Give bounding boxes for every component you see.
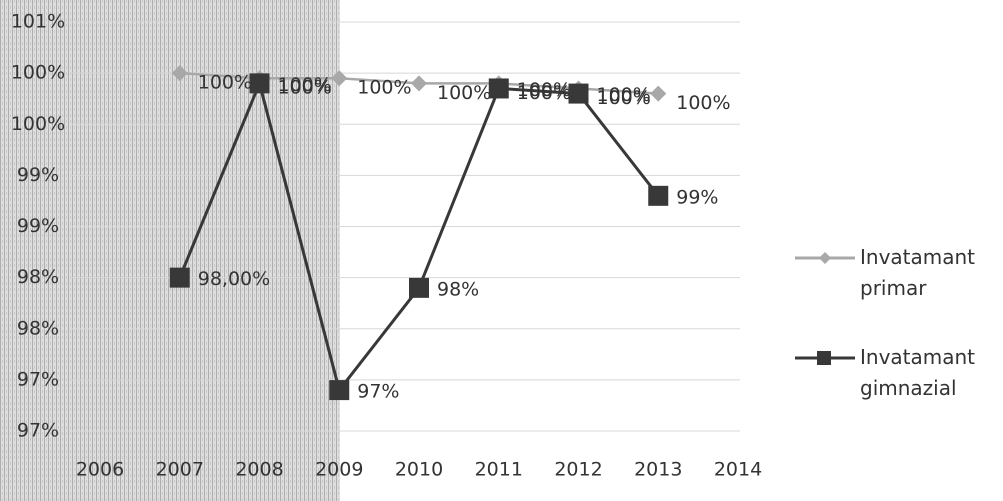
x-tick-label: 2014 xyxy=(714,459,762,481)
legend-label: Invatamant primar xyxy=(860,245,976,300)
marker xyxy=(329,380,350,401)
marker xyxy=(331,70,348,87)
y-tick-label: 100% xyxy=(11,62,65,84)
marker xyxy=(648,185,669,206)
marker xyxy=(169,267,190,288)
x-tick-label: 2013 xyxy=(634,459,682,481)
data-label: 99% xyxy=(676,186,718,208)
scan-texture xyxy=(0,0,340,501)
y-tick-label: 97% xyxy=(17,368,59,390)
data-label: 100% xyxy=(357,77,411,99)
data-label: 100% xyxy=(597,87,651,109)
x-tick-label: 2011 xyxy=(475,459,523,481)
data-label: 100% xyxy=(676,92,730,114)
y-tick-label: 97% xyxy=(17,420,59,442)
x-tick-label: 2008 xyxy=(235,459,283,481)
legend-label: Invatamant gimnazial xyxy=(860,345,976,400)
data-label: 98,00% xyxy=(198,268,270,290)
marker xyxy=(568,83,589,104)
legend-marker xyxy=(819,252,831,264)
data-label: 100% xyxy=(597,84,651,106)
data-label: 100% xyxy=(278,74,332,96)
x-tick-label: 2010 xyxy=(395,459,443,481)
y-tick-label: 100% xyxy=(11,113,65,135)
x-tick-label: 2006 xyxy=(76,459,124,481)
y-tick-label: 99% xyxy=(17,164,59,186)
x-tick-label: 2009 xyxy=(315,459,363,481)
data-label: 98% xyxy=(437,278,479,300)
marker xyxy=(171,65,188,82)
marker xyxy=(409,277,429,298)
data-label: 100% xyxy=(198,72,252,94)
marker xyxy=(488,78,509,99)
legend-marker xyxy=(817,351,831,365)
y-tick-label: 98% xyxy=(17,266,59,288)
data-label: 100% xyxy=(278,77,332,99)
y-tick-label: 101% xyxy=(11,11,65,33)
marker xyxy=(650,85,667,102)
x-tick-label: 2007 xyxy=(156,459,204,481)
x-tick-label: 2012 xyxy=(554,459,602,481)
data-label: 100% xyxy=(437,82,491,104)
y-tick-label: 98% xyxy=(17,317,59,339)
marker xyxy=(249,73,270,94)
data-label: 100% xyxy=(517,79,571,101)
marker xyxy=(411,75,427,92)
y-tick-label: 99% xyxy=(17,215,59,237)
data-label: 97% xyxy=(357,381,399,403)
